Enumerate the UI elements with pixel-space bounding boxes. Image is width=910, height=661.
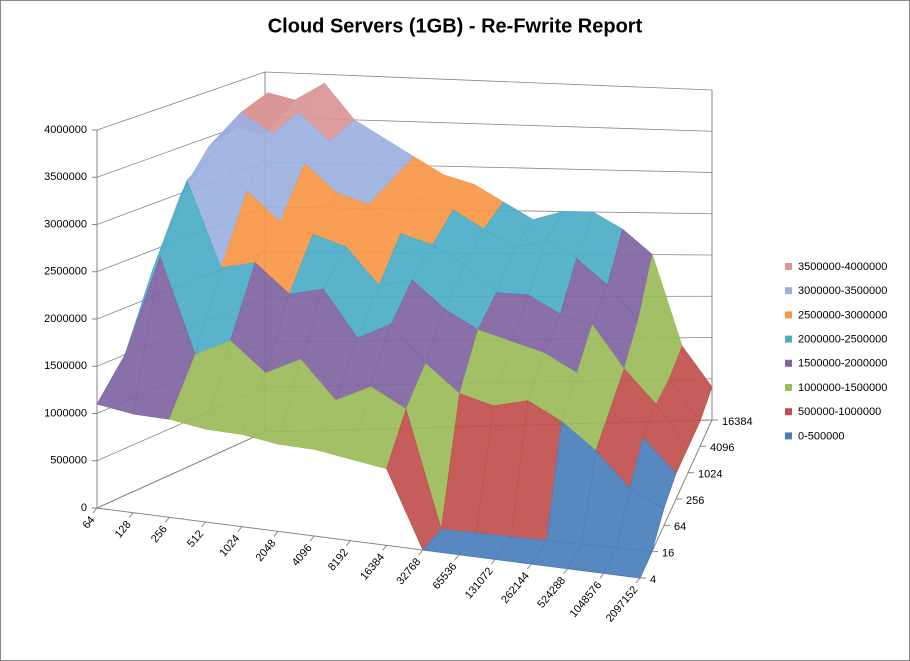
grid-line (96, 71, 713, 131)
legend-swatch (785, 311, 792, 319)
legend-label: 3500000-4000000 (798, 261, 887, 273)
x-tick-mark (237, 526, 243, 532)
x-tick-mark (273, 531, 279, 537)
depth-tick-label: 256 (686, 495, 704, 507)
depth-tick-label: 1024 (698, 469, 722, 481)
legend-swatch (785, 408, 792, 416)
x-tick-mark (309, 535, 315, 542)
depth-tick-label: 4 (650, 574, 656, 586)
y-tick-label: 1000000 (44, 407, 87, 419)
legend-swatch (785, 432, 792, 440)
y-tick-label: 3000000 (44, 218, 87, 230)
x-tick-mark (128, 512, 134, 518)
legend-label: 2500000-3000000 (798, 309, 887, 321)
y-tick-label: 2500000 (44, 266, 87, 278)
x-tick-mark (382, 545, 387, 551)
chart-title: Cloud Servers (1GB) - Re-Fwrite Report (268, 15, 643, 37)
y-tick-label: 1500000 (44, 360, 87, 372)
x-tick-mark (454, 554, 460, 560)
depth-tick-label: 16384 (722, 416, 753, 428)
y-tick-label: 500000 (50, 455, 87, 467)
depth-tick-label: 16 (662, 548, 674, 560)
depth-tick-label: 64 (674, 521, 686, 533)
x-tick-mark (635, 577, 641, 584)
legend-swatch (785, 335, 792, 343)
legend-swatch (785, 263, 792, 270)
x-tick-mark (599, 573, 605, 579)
x-tick-mark (527, 563, 532, 570)
legend-label: 0-500000 (798, 430, 845, 442)
x-tick-mark (418, 549, 424, 556)
legend-swatch (785, 384, 792, 391)
legend-swatch (785, 359, 792, 367)
x-tick-mark (165, 517, 170, 523)
x-tick-mark (92, 507, 98, 514)
y-tick-label: 3500000 (44, 171, 87, 183)
legend-swatch (785, 287, 792, 295)
legend-label: 500000-1000000 (798, 406, 881, 418)
x-tick-mark (201, 521, 206, 528)
depth-tick-label: 4096 (710, 442, 734, 454)
legend-label: 3000000-3500000 (798, 285, 887, 297)
y-tick-label: 4000000 (44, 124, 87, 136)
x-tick-mark (346, 540, 351, 546)
y-tick-label: 2000000 (44, 313, 87, 325)
legend-label: 1500000-2000000 (798, 358, 887, 370)
legend-label: 2000000-2500000 (798, 334, 887, 346)
x-tick-mark (563, 568, 568, 574)
y-tick-label: 0 (81, 502, 87, 514)
legend-label: 1000000-1500000 (798, 382, 887, 394)
x-tick-mark (490, 559, 496, 565)
